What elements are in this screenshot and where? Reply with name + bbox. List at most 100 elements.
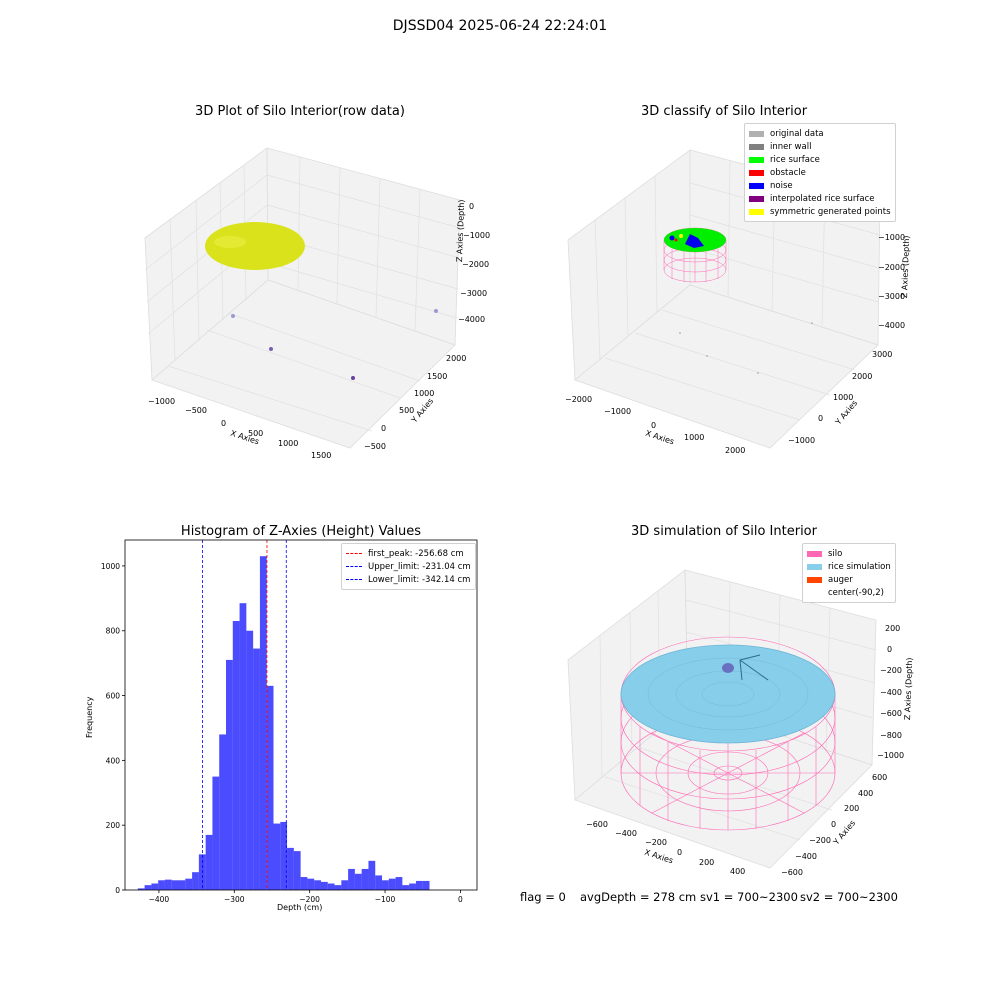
histogram-bar (185, 878, 193, 890)
legend-swatch (346, 579, 362, 580)
obstacle-points (674, 238, 678, 242)
z-tick: 200 (885, 624, 901, 633)
legend-label: symmetric generated points (770, 206, 891, 217)
y-tick: 3000 (872, 350, 893, 359)
x-tick: −2000 (565, 395, 593, 404)
avg-depth-text: avgDepth = 278 cm (580, 890, 697, 904)
histogram-bar (307, 878, 315, 890)
histogram-bar (375, 875, 383, 890)
legend-swatch (346, 553, 362, 554)
histogram-bar (232, 621, 240, 890)
x-tick: −200 (645, 838, 667, 847)
center-marker (722, 663, 734, 673)
flag-text: flag = 0 (520, 890, 566, 904)
y-tick-label: 800 (106, 627, 121, 636)
histogram-bar (327, 883, 335, 890)
legend-item: obstacle (749, 166, 891, 179)
y-tick: 500 (399, 406, 415, 415)
y-tick: 600 (872, 773, 888, 782)
legend-item: interpolated rice surface (749, 192, 891, 205)
x-tick-label: −300 (224, 895, 245, 904)
simulation-legend: silo rice simulation auger center(-90,2) (802, 543, 896, 603)
auger (739, 654, 769, 681)
x-tick-label: −400 (149, 895, 170, 904)
y-tick: −500 (364, 442, 386, 451)
legend-label: Lower_limit: -342.14 cm (368, 574, 471, 585)
panel1-title: 3D Plot of Silo Interior(row data) (195, 104, 405, 119)
y-tick: −600 (781, 868, 803, 877)
histogram-title: Histogram of Z-Axies (Height) Values (180, 524, 422, 539)
y-tick: 1000 (833, 393, 854, 402)
y-tick: 0 (381, 424, 387, 433)
histogram-bar (192, 872, 199, 890)
z-tick: −3000 (460, 289, 488, 298)
legend-swatch (749, 169, 764, 176)
histogram-bar (409, 883, 416, 890)
legend-label: rice surface (770, 154, 820, 165)
y-tick-label: 200 (106, 821, 121, 830)
z-tick: −400 (880, 688, 902, 697)
outlier-point (231, 314, 235, 318)
z-tick: −2000 (878, 263, 906, 272)
histogram-bar (158, 880, 165, 890)
z-tick: −200 (880, 666, 902, 675)
legend-label: inner wall (770, 141, 812, 152)
histogram-bar (314, 880, 321, 890)
y-tick: −200 (809, 836, 831, 845)
x-tick: −1000 (148, 397, 176, 406)
legend-label: rice simulation (828, 561, 891, 572)
y-tick: 1000 (414, 389, 435, 398)
legend-swatch (749, 143, 764, 150)
y-tick-label: 400 (106, 756, 121, 765)
legend-swatch (749, 195, 764, 202)
y-tick: 2000 (446, 354, 467, 363)
legend-swatch (807, 590, 822, 596)
histogram-bar (171, 880, 179, 890)
z-tick: −1000 (877, 751, 905, 760)
histogram-bar (361, 868, 369, 890)
histogram-bar (402, 885, 410, 890)
y-tick: 0 (818, 414, 824, 423)
legend-label: obstacle (770, 167, 806, 178)
legend-item: Upper_limit: -231.04 cm (346, 560, 471, 573)
sv1-text: sv1 = 700~2300 (700, 890, 798, 904)
legend-item: silo (807, 547, 891, 560)
legend-item: rice surface (749, 153, 891, 166)
x-tick: 1500 (311, 451, 332, 460)
histogram-frame (124, 539, 478, 891)
histogram-bar (273, 823, 281, 890)
noise-points (685, 234, 704, 248)
y-tick-label: 1000 (101, 562, 120, 571)
histogram-bar (226, 659, 233, 890)
z-tick: −1000 (463, 231, 491, 240)
z-tick: −2000 (462, 260, 490, 269)
x-tick-label: −200 (299, 895, 320, 904)
legend-item: inner wall (749, 140, 891, 153)
outlier-point (434, 309, 438, 313)
legend-item: rice simulation (807, 560, 891, 573)
histogram-bar (354, 873, 362, 890)
histogram-bar (212, 776, 220, 890)
histogram-bar (164, 879, 172, 890)
y-tick: −1000 (788, 436, 816, 445)
x-tick: 0 (677, 848, 683, 857)
histogram-x-label: Depth (cm) (277, 903, 323, 912)
z-tick: −3000 (878, 292, 906, 301)
figure-title: DJSSD04 2025-06-24 22:24:01 (392, 18, 608, 34)
legend-label: silo (828, 548, 843, 559)
histogram-bar (415, 880, 423, 890)
legend-swatch (749, 182, 764, 189)
x-tick: 1000 (684, 433, 705, 442)
x-tick: 0 (651, 421, 657, 430)
z-tick: 0 (887, 645, 893, 654)
classification-legend: original data inner wall rice surface obsta… (744, 123, 896, 222)
histogram-bar (239, 603, 247, 890)
x-tick-label: −100 (375, 895, 396, 904)
panel4-title: 3D simulation of Silo Interior (631, 524, 817, 539)
histogram-bar (246, 630, 254, 890)
y-tick: 200 (844, 804, 860, 813)
histogram-bar (151, 883, 159, 890)
histogram-bar (178, 880, 186, 890)
z-tick: −1000 (878, 233, 906, 242)
